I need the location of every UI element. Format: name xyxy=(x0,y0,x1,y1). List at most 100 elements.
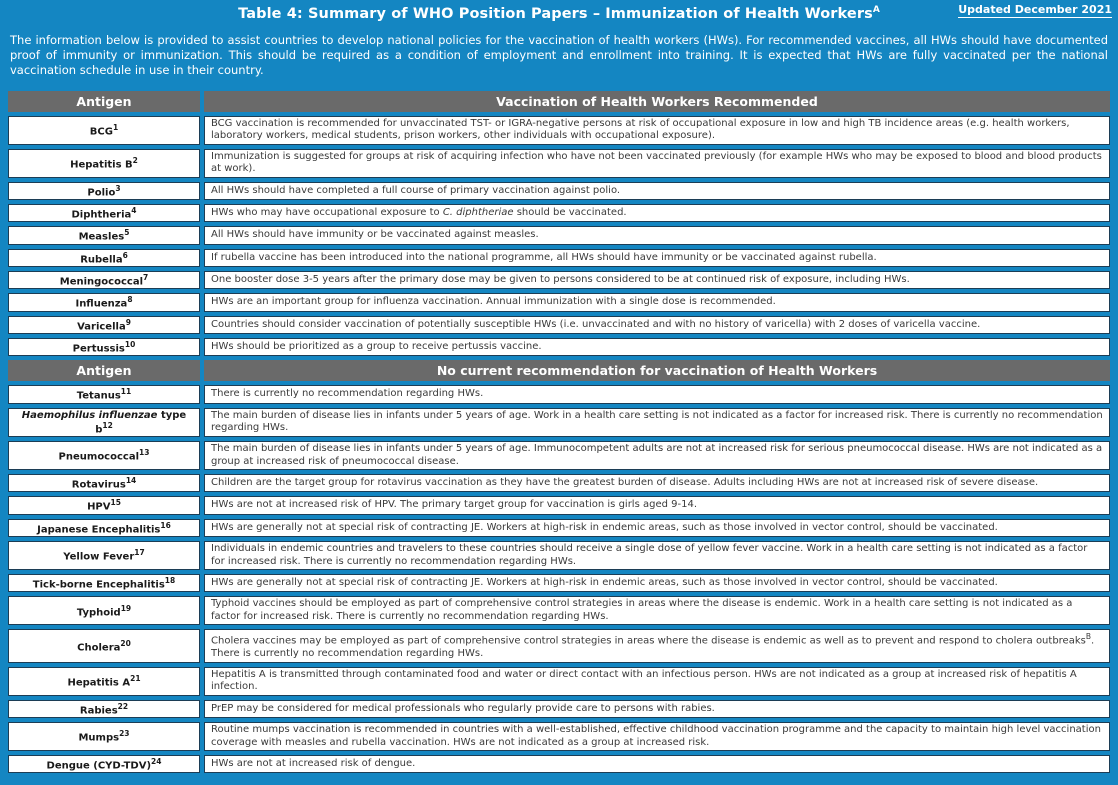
text-segment: Children are the target group for rotavi… xyxy=(211,477,1039,488)
text-segment: type b xyxy=(95,409,187,436)
text-segment: Diphtheria xyxy=(71,209,132,221)
text-segment: Hepatitis B xyxy=(70,159,133,171)
table-row: HPV15 HWs are not at increased risk of HP… xyxy=(8,496,1110,515)
table-row: Rubella6 If rubella vaccine has been intr… xyxy=(8,248,1110,268)
table-row: Influenza8 HWs are an important group for… xyxy=(8,293,1110,312)
antigen-cell: Cholera20 xyxy=(8,629,200,663)
description-cell: HWs are not at increased risk of dengue. xyxy=(204,755,1110,774)
section-title-header: No current recommendation for vaccinatio… xyxy=(204,360,1110,382)
footnote-marker: B xyxy=(1085,632,1091,642)
text-segment: Tick-borne Encephalitis xyxy=(32,579,165,591)
table-row: Haemophilus influenzae type b12 The main … xyxy=(8,407,1110,438)
description-cell: Immunization is suggested for groups at … xyxy=(204,148,1110,178)
description-cell: HWs who may have occupational exposure t… xyxy=(204,204,1110,223)
antigen-footnote-number: 11 xyxy=(120,387,132,397)
description-cell: HWs are generally not at special risk of… xyxy=(204,574,1110,593)
intro-paragraph: The information below is provided to ass… xyxy=(10,33,1108,77)
antigen-cell: Diphtheria4 xyxy=(8,204,200,223)
description-cell: Typhoid vaccines should be employed as p… xyxy=(204,596,1110,626)
antigen-footnote-number: 23 xyxy=(119,729,130,739)
table-row: Typhoid19 Typhoid vaccines should be empl… xyxy=(8,596,1110,626)
text-segment: should be vaccinated. xyxy=(513,207,627,219)
text-segment: HWs are an important group for influenza… xyxy=(211,296,776,308)
antigen-cell: Meningococcal7 xyxy=(8,271,200,290)
description-cell: HWs are generally not at special risk of… xyxy=(204,518,1110,538)
text-segment: Typhoid xyxy=(76,607,121,619)
antigen-cell: Dengue (CYD-TDV)24 xyxy=(8,755,200,774)
text-segment: Tetanus xyxy=(76,390,121,402)
text-segment: Rubella xyxy=(80,254,123,266)
description-cell: Children are the target group for rotavi… xyxy=(204,474,1110,493)
text-segment: One booster dose 3-5 years after the pri… xyxy=(211,274,910,286)
text-segment: HWs are not at increased risk of HPV. Th… xyxy=(211,499,697,511)
antigen-cell: Yellow Fever17 xyxy=(8,541,200,571)
description-cell: The main burden of disease lies in infan… xyxy=(204,441,1110,471)
text-segment: Polio xyxy=(87,187,116,199)
antigen-footnote-number: 24 xyxy=(151,757,162,767)
text-segment: If rubella vaccine has been introduced i… xyxy=(211,251,877,263)
text-segment: HWs who may have occupational exposure t… xyxy=(211,207,443,219)
antigen-footnote-number: 21 xyxy=(130,674,141,684)
description-cell: If rubella vaccine has been introduced i… xyxy=(204,248,1110,268)
text-segment: Influenza xyxy=(75,298,128,310)
description-cell: Cholera vaccines may be employed as part… xyxy=(204,629,1110,663)
table-row: Hepatitis B2 Immunization is suggested fo… xyxy=(8,148,1110,178)
text-segment: Cholera vaccines may be employed as part… xyxy=(211,635,1086,647)
description-cell: One booster dose 3-5 years after the pri… xyxy=(204,271,1110,290)
text-segment: Cholera xyxy=(77,642,121,654)
antigen-footnote-number: 8 xyxy=(127,295,133,305)
antigen-footnote-number: 10 xyxy=(124,340,136,350)
antigen-cell: Haemophilus influenzae type b12 xyxy=(8,407,200,438)
antigen-cell: Typhoid19 xyxy=(8,596,200,626)
text-segment: Varicella xyxy=(77,321,126,333)
table-row: Rotavirus14 Children are the target group… xyxy=(8,474,1110,493)
antigen-cell: Japanese Encephalitis16 xyxy=(8,518,200,538)
text-segment: All HWs should have immunity or be vacci… xyxy=(211,229,539,241)
text-segment: There is currently no recommendation reg… xyxy=(211,388,484,400)
text-segment: The main burden of disease lies in infan… xyxy=(211,443,1103,467)
table-row: Japanese Encephalitis16 HWs are generally… xyxy=(8,518,1110,538)
text-segment: Individuals in endemic countries and tra… xyxy=(211,543,1088,567)
antigen-cell: Rubella6 xyxy=(8,248,200,268)
antigen-footnote-number: 2 xyxy=(132,156,138,166)
text-segment: Dengue (CYD-TDV) xyxy=(46,760,152,772)
text-segment: Measles xyxy=(78,231,125,243)
table-row: Meningococcal7 One booster dose 3-5 years… xyxy=(8,271,1110,290)
antigen-cell: Tick-borne Encephalitis18 xyxy=(8,574,200,593)
text-segment: Japanese Encephalitis xyxy=(37,524,161,536)
description-cell: Individuals in endemic countries and tra… xyxy=(204,541,1110,571)
antigen-footnote-number: 6 xyxy=(122,250,128,260)
table-row: Yellow Fever17 Individuals in endemic cou… xyxy=(8,541,1110,571)
text-segment: . There is currently no recommendation r… xyxy=(211,635,1095,660)
antigen-footnote-number: 12 xyxy=(102,420,113,430)
text-segment: HWs should be prioritized as a group to … xyxy=(211,341,542,353)
antigen-cell: Pertussis10 xyxy=(8,338,200,357)
text-segment: Rotavirus xyxy=(71,479,126,491)
antigen-footnote-number: 5 xyxy=(124,228,130,238)
text-segment: BCG xyxy=(89,126,113,138)
who-position-papers-table: Antigen Vaccination of Health Workers Rec… xyxy=(4,87,1114,778)
text-segment: All HWs should have completed a full cou… xyxy=(211,184,621,196)
text-segment: Hepatitis A is transmitted through conta… xyxy=(211,668,1077,693)
text-segment: C. diphtheriae xyxy=(442,207,514,219)
description-cell: BCG vaccination is recommended for unvac… xyxy=(204,115,1110,145)
description-cell: HWs are not at increased risk of HPV. Th… xyxy=(204,496,1110,515)
table-row: Measles5 All HWs should have immunity or … xyxy=(8,226,1110,245)
text-segment: Meningococcal xyxy=(59,276,144,288)
antigen-cell: Pneumococcal13 xyxy=(8,441,200,471)
description-cell: Countries should consider vaccination of… xyxy=(204,315,1110,335)
table-row: Hepatitis A21 Hepatitis A is transmitted … xyxy=(8,666,1110,696)
description-cell: HWs should be prioritized as a group to … xyxy=(204,338,1110,357)
text-segment: PrEP may be considered for medical profe… xyxy=(211,702,715,714)
antigen-cell: Mumps23 xyxy=(8,722,200,752)
antigen-footnote-number: 15 xyxy=(110,498,121,508)
text-segment: Typhoid vaccines should be employed as p… xyxy=(211,598,1073,622)
description-cell: There is currently no recommendation reg… xyxy=(204,385,1110,404)
table-row: Tetanus11 There is currently no recommend… xyxy=(8,385,1110,404)
antigen-footnote-number: 20 xyxy=(120,638,131,648)
text-segment: HWs are generally not at special risk of… xyxy=(211,521,998,533)
table-row: Tick-borne Encephalitis18 HWs are general… xyxy=(8,574,1110,593)
antigen-footnote-number: 1 xyxy=(112,123,119,133)
updated-date-label: Updated December 2021 xyxy=(958,3,1112,18)
table-row: Diphtheria4 HWs who may have occupational… xyxy=(8,204,1110,223)
